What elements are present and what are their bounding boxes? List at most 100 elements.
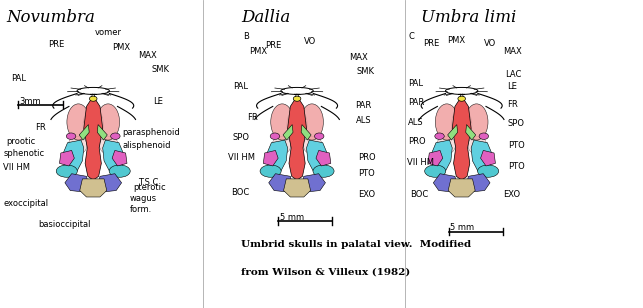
Text: EXO: EXO [358, 189, 376, 199]
Text: prootic: prootic [6, 137, 35, 146]
Ellipse shape [451, 108, 472, 141]
Ellipse shape [465, 104, 488, 140]
Text: SPO: SPO [508, 119, 525, 128]
Ellipse shape [83, 108, 104, 141]
Text: 3mm: 3mm [19, 96, 41, 106]
Text: C: C [408, 32, 414, 42]
Ellipse shape [478, 165, 499, 177]
Text: PRE: PRE [265, 41, 281, 50]
Polygon shape [97, 124, 107, 140]
Polygon shape [79, 124, 89, 140]
Ellipse shape [303, 136, 322, 154]
Text: PAR: PAR [408, 98, 424, 107]
Ellipse shape [67, 104, 90, 140]
Polygon shape [448, 124, 458, 140]
Text: MAX: MAX [503, 47, 522, 56]
Ellipse shape [271, 104, 294, 140]
Polygon shape [307, 140, 328, 171]
Text: ALS: ALS [356, 116, 371, 125]
Polygon shape [284, 179, 311, 197]
Ellipse shape [293, 96, 301, 101]
Ellipse shape [314, 133, 324, 140]
Text: Umbra limi: Umbra limi [421, 9, 516, 26]
Polygon shape [471, 140, 493, 171]
Text: PAL: PAL [12, 74, 26, 83]
Polygon shape [103, 140, 124, 171]
Polygon shape [466, 124, 476, 140]
Polygon shape [287, 96, 307, 180]
Ellipse shape [89, 96, 97, 101]
Ellipse shape [66, 133, 76, 140]
Polygon shape [302, 174, 325, 192]
Text: PAR: PAR [355, 101, 371, 110]
Text: PMX: PMX [113, 43, 131, 52]
Text: T.S.C: T.S.C [138, 178, 159, 187]
Text: MAX: MAX [349, 53, 368, 63]
Text: LAC: LAC [505, 70, 521, 79]
Polygon shape [452, 96, 471, 180]
Polygon shape [266, 140, 287, 171]
Text: LE: LE [507, 82, 516, 91]
Text: SPO: SPO [233, 133, 249, 143]
Ellipse shape [435, 133, 444, 140]
Text: SMK: SMK [151, 65, 169, 74]
Text: BOC: BOC [231, 188, 249, 197]
Text: LE: LE [153, 97, 163, 106]
Polygon shape [65, 174, 88, 192]
Text: PAL: PAL [408, 79, 423, 88]
Ellipse shape [424, 165, 446, 177]
Ellipse shape [270, 133, 280, 140]
Polygon shape [467, 174, 490, 192]
Text: PRE: PRE [48, 40, 64, 49]
Ellipse shape [458, 96, 466, 101]
Polygon shape [433, 174, 457, 192]
Text: PRE: PRE [423, 39, 439, 48]
Ellipse shape [111, 133, 120, 140]
Text: SMK: SMK [357, 67, 375, 76]
Text: Novumbra: Novumbra [6, 9, 95, 26]
Text: FR: FR [248, 113, 258, 122]
Polygon shape [269, 174, 292, 192]
Text: VII HM: VII HM [228, 153, 255, 162]
Text: wagus
form.: wagus form. [130, 194, 157, 213]
Text: PMX: PMX [447, 36, 465, 45]
Text: PRO: PRO [408, 136, 426, 146]
Text: alisphenoid: alisphenoid [122, 141, 170, 150]
Text: FR: FR [35, 123, 46, 132]
Polygon shape [62, 140, 84, 171]
Text: Umbrid skulls in palatal view.  Modified: Umbrid skulls in palatal view. Modified [241, 240, 471, 249]
Polygon shape [316, 150, 331, 166]
Text: parasphenoid: parasphenoid [122, 128, 180, 137]
Ellipse shape [56, 165, 77, 177]
Text: PAL: PAL [233, 82, 248, 91]
Ellipse shape [468, 136, 487, 154]
Text: PTO: PTO [358, 168, 375, 178]
Text: VII HM: VII HM [407, 158, 434, 167]
Text: BOC: BOC [410, 190, 428, 199]
Polygon shape [480, 150, 495, 166]
Text: vomer: vomer [95, 28, 122, 37]
Text: exoccipital: exoccipital [3, 199, 48, 208]
Text: VO: VO [484, 38, 496, 48]
Text: FR: FR [507, 99, 518, 109]
Text: PMX: PMX [249, 47, 267, 56]
Polygon shape [80, 179, 107, 197]
Text: PRO: PRO [358, 152, 376, 162]
Ellipse shape [300, 104, 323, 140]
Ellipse shape [109, 165, 131, 177]
Polygon shape [264, 150, 278, 166]
Polygon shape [98, 174, 122, 192]
Polygon shape [59, 150, 75, 166]
Text: ALS: ALS [408, 118, 424, 127]
Text: from Wilson & Villeux (1982): from Wilson & Villeux (1982) [241, 268, 410, 277]
Text: 5 mm: 5 mm [280, 213, 305, 222]
Ellipse shape [96, 104, 120, 140]
Text: pterotic: pterotic [133, 183, 166, 192]
Ellipse shape [479, 133, 489, 140]
Ellipse shape [272, 136, 291, 154]
Text: basioccipital: basioccipital [39, 220, 91, 229]
Ellipse shape [68, 136, 87, 154]
Polygon shape [428, 150, 443, 166]
Polygon shape [431, 140, 452, 171]
Polygon shape [301, 124, 311, 140]
